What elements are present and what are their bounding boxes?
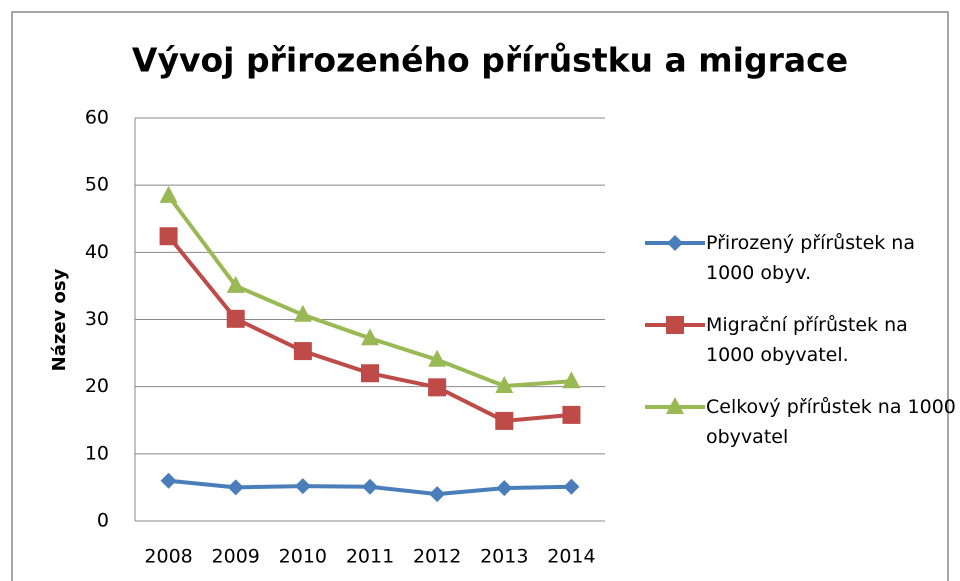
- marker: [428, 349, 447, 367]
- legend-label: Celkový přírůstek na 1000 obyvatel: [706, 396, 956, 448]
- legend-label: Migrační přírůstek na 1000 obyvatel.: [706, 314, 908, 366]
- y-tick-label: 60: [85, 107, 109, 129]
- marker: [667, 235, 683, 251]
- marker: [562, 405, 581, 424]
- x-tick-label: 2013: [480, 546, 528, 568]
- y-tick-label: 10: [85, 442, 109, 464]
- marker: [293, 342, 312, 361]
- chart-frame: [11, 11, 949, 581]
- marker: [294, 478, 311, 495]
- marker: [159, 227, 178, 246]
- marker: [562, 371, 581, 389]
- y-tick-label: 20: [85, 375, 109, 397]
- y-tick-label: 40: [85, 241, 109, 263]
- marker: [666, 316, 684, 334]
- y-axis-label: Název osy: [49, 268, 70, 371]
- x-tick-label: 2009: [212, 546, 260, 568]
- marker: [361, 328, 379, 346]
- marker: [226, 309, 245, 328]
- legend-label: Přirozený přírůstek na 1000 obyv.: [706, 232, 915, 284]
- marker: [159, 185, 178, 203]
- marker: [429, 486, 446, 503]
- marker: [226, 275, 245, 293]
- marker: [496, 480, 513, 497]
- marker: [428, 378, 447, 397]
- chart-title: Vývoj přirozeného přírůstku a migrace: [132, 41, 848, 80]
- marker: [362, 478, 378, 495]
- marker: [361, 364, 379, 383]
- y-tick-label: 0: [97, 510, 109, 532]
- y-tick-label: 50: [85, 174, 109, 196]
- x-tick-label: 2014: [547, 546, 595, 568]
- marker: [293, 304, 312, 322]
- y-tick-label: 30: [85, 308, 109, 330]
- x-tick-label: 2008: [144, 546, 192, 568]
- marker: [495, 411, 514, 430]
- marker: [160, 472, 177, 489]
- marker: [227, 479, 244, 496]
- marker: [495, 375, 514, 393]
- x-tick-label: 2010: [279, 546, 327, 568]
- marker: [666, 397, 684, 414]
- marker: [563, 478, 580, 495]
- x-tick-label: 2011: [346, 546, 394, 568]
- x-tick-label: 2012: [413, 546, 461, 568]
